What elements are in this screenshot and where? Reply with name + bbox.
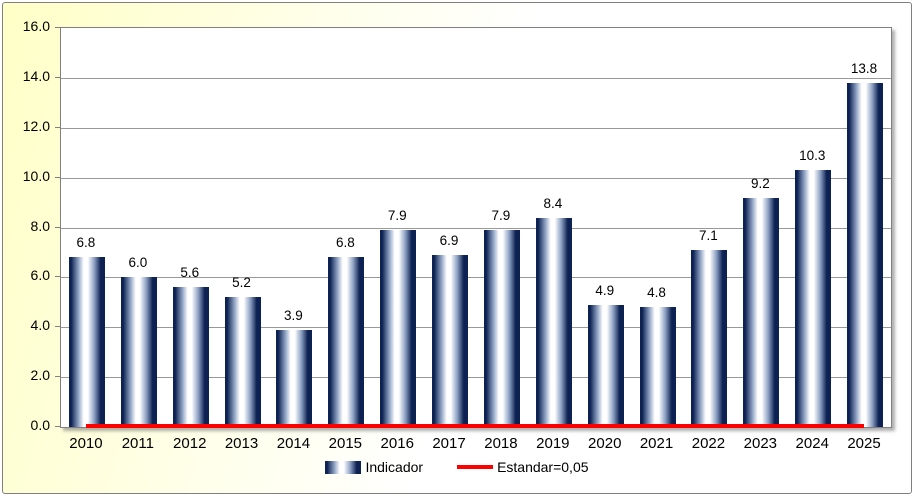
bar-2025 (847, 82, 884, 427)
x-axis-tick-label: 2011 (121, 435, 154, 452)
bar-2015 (328, 257, 365, 427)
y-axis-tick (55, 426, 60, 427)
bar-2010 (68, 257, 105, 427)
bar-value-label: 7.9 (491, 208, 511, 223)
bar-value-label: 6.0 (128, 255, 148, 271)
x-axis-tick-label: 2025 (847, 435, 881, 452)
bar-2012 (172, 287, 209, 427)
y-axis-tick (55, 176, 60, 178)
bar-value-label: 6.9 (439, 232, 459, 248)
gridline (61, 127, 891, 129)
standard-line (85, 424, 864, 428)
bar-value-label: 10.3 (799, 148, 826, 164)
y-axis-tick (55, 326, 60, 328)
legend-item-indicador: Indicador (325, 459, 423, 475)
bar-value-label: 3.9 (284, 307, 303, 323)
legend: Indicador Estandar=0,05 (3, 459, 911, 475)
gridline (61, 327, 891, 329)
legend-label-estandar: Estandar=0,05 (497, 459, 589, 475)
bar-value-label: 6.8 (335, 235, 355, 251)
bar-2018 (483, 230, 520, 427)
bar-2019 (535, 217, 572, 427)
x-axis-tick-label: 2012 (173, 435, 207, 452)
y-axis-tick (55, 27, 60, 28)
x-axis-tick-label: 2013 (224, 435, 259, 452)
bar-2023 (743, 197, 780, 427)
bar-series-swatch-icon (325, 460, 362, 474)
gridline (61, 77, 891, 79)
bar-value-label: 5.2 (232, 275, 251, 291)
y-axis-tick (55, 226, 60, 228)
gridline (61, 277, 891, 279)
y-axis-tick (55, 276, 60, 278)
standard-line-swatch-icon (457, 465, 494, 469)
bar-2024 (795, 170, 832, 427)
x-axis-tick-label: 2019 (536, 435, 570, 452)
bar-value-label: 9.2 (750, 175, 770, 191)
x-axis-tick-label: 2020 (588, 435, 622, 452)
bar-2021 (639, 307, 676, 427)
y-axis-tick-label: 6.0 (30, 267, 50, 284)
x-axis-tick-label: 2018 (484, 435, 518, 452)
gridline (61, 227, 891, 229)
x-axis-tick-label: 2014 (276, 435, 311, 452)
bar-value-label: 13.8 (850, 60, 878, 76)
x-axis-tick-label: 2022 (691, 435, 726, 452)
bar-2011 (120, 277, 157, 427)
bar-value-label: 7.9 (387, 208, 407, 223)
y-axis-tick-label: 2.0 (30, 367, 50, 384)
y-axis-tick-label: 4.0 (30, 317, 50, 334)
bar-2014 (276, 329, 313, 427)
y-axis-tick (55, 126, 60, 128)
bar-value-label: 7.1 (699, 227, 718, 243)
y-axis-tick-label: 0.0 (30, 417, 50, 433)
bar-2016 (380, 230, 417, 427)
x-axis-tick-label: 2015 (328, 435, 363, 452)
bar-value-label: 6.8 (76, 235, 96, 251)
y-axis-tick-label: 16.0 (22, 18, 50, 34)
x-axis-tick-label: 2024 (795, 435, 829, 452)
y-axis-tick-label: 10.0 (22, 167, 50, 184)
bar-value-label: 4.9 (595, 282, 615, 298)
bar-value-label: 8.4 (543, 195, 563, 211)
bar-2017 (432, 254, 469, 427)
x-axis-tick-label: 2017 (432, 435, 466, 452)
x-axis-tick-label: 2010 (69, 435, 103, 452)
bar-2020 (587, 304, 624, 427)
legend-label-indicador: Indicador (365, 459, 424, 475)
y-axis-tick (55, 376, 60, 378)
y-axis-tick (55, 76, 60, 78)
bar-2013 (224, 297, 261, 427)
y-axis-tick-label: 12.0 (22, 117, 50, 134)
legend-item-estandar: Estandar=0,05 (457, 459, 589, 475)
gridline (61, 177, 891, 179)
bar-2022 (691, 249, 728, 427)
gridline (61, 377, 891, 379)
y-axis-tick-label: 14.0 (22, 67, 50, 84)
bar-value-label: 5.6 (180, 265, 200, 281)
y-axis-tick-label: 8.0 (30, 217, 50, 234)
x-axis-tick-label: 2023 (743, 435, 778, 452)
x-axis-tick-label: 2016 (380, 435, 414, 452)
x-axis-tick-label: 2021 (639, 435, 674, 452)
plot-area (60, 27, 892, 428)
bar-value-label: 4.8 (647, 285, 666, 301)
